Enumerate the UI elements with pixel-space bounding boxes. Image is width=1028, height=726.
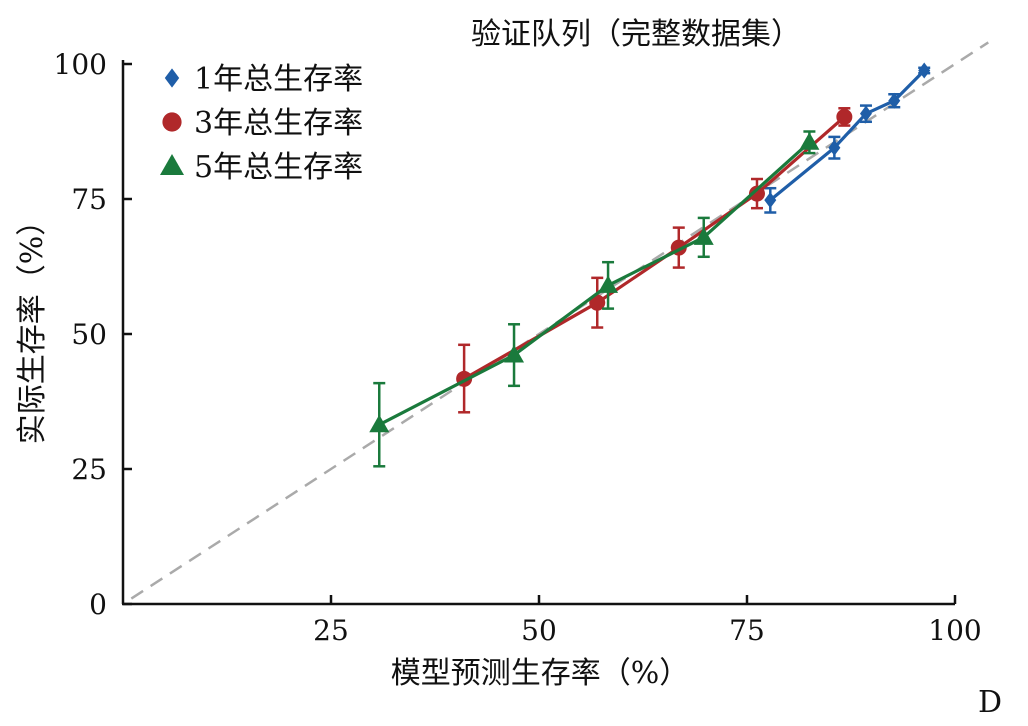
panel-label: D	[978, 685, 1002, 720]
data-point	[693, 227, 714, 245]
series-3	[369, 130, 820, 468]
series-line	[463, 115, 846, 381]
data-point	[589, 294, 606, 311]
chart-title: 验证队列（完整数据集）	[471, 17, 801, 52]
legend-item: 5年总生存率	[160, 150, 363, 185]
legend-item: 3年总生存率	[162, 106, 363, 141]
series-line	[378, 141, 811, 427]
y-tick-label: 25	[71, 453, 107, 486]
data-point	[918, 62, 931, 79]
x-tick-label: 50	[521, 614, 557, 647]
data-point	[859, 105, 872, 122]
x-tick-label: 100	[928, 614, 981, 647]
x-tick-label: 75	[729, 614, 765, 647]
series-line	[769, 69, 926, 202]
legend-label: 5年总生存率	[194, 150, 363, 185]
legend-marker	[164, 68, 180, 88]
series-layer	[369, 62, 931, 468]
y-tick-label: 75	[71, 183, 107, 216]
series-1	[764, 62, 931, 214]
x-axis-label: 模型预测生存率（%）	[391, 656, 690, 691]
tick-layer: 25 50 75 100 0 25 50 75 100	[54, 48, 982, 647]
legend-item: 1年总生存率	[164, 62, 363, 97]
x-tick-label: 25	[313, 614, 349, 647]
data-point	[504, 345, 525, 363]
data-point	[799, 132, 820, 150]
data-point	[748, 185, 765, 202]
data-point	[764, 192, 777, 209]
y-tick-label: 100	[54, 48, 107, 81]
y-tick-label: 0	[89, 588, 107, 621]
data-point	[888, 92, 901, 109]
data-point	[828, 139, 841, 156]
legend: 1年总生存率 3年总生存率 5年总生存率	[160, 62, 363, 185]
legend-marker	[162, 112, 182, 132]
data-point	[836, 108, 853, 125]
y-axis-label: 实际生存率（%）	[15, 206, 50, 445]
data-point	[369, 414, 390, 433]
legend-label: 1年总生存率	[194, 62, 363, 97]
data-point	[598, 275, 619, 293]
legend-marker	[160, 154, 184, 175]
legend-label: 3年总生存率	[194, 106, 363, 141]
y-tick-label: 50	[71, 318, 107, 351]
